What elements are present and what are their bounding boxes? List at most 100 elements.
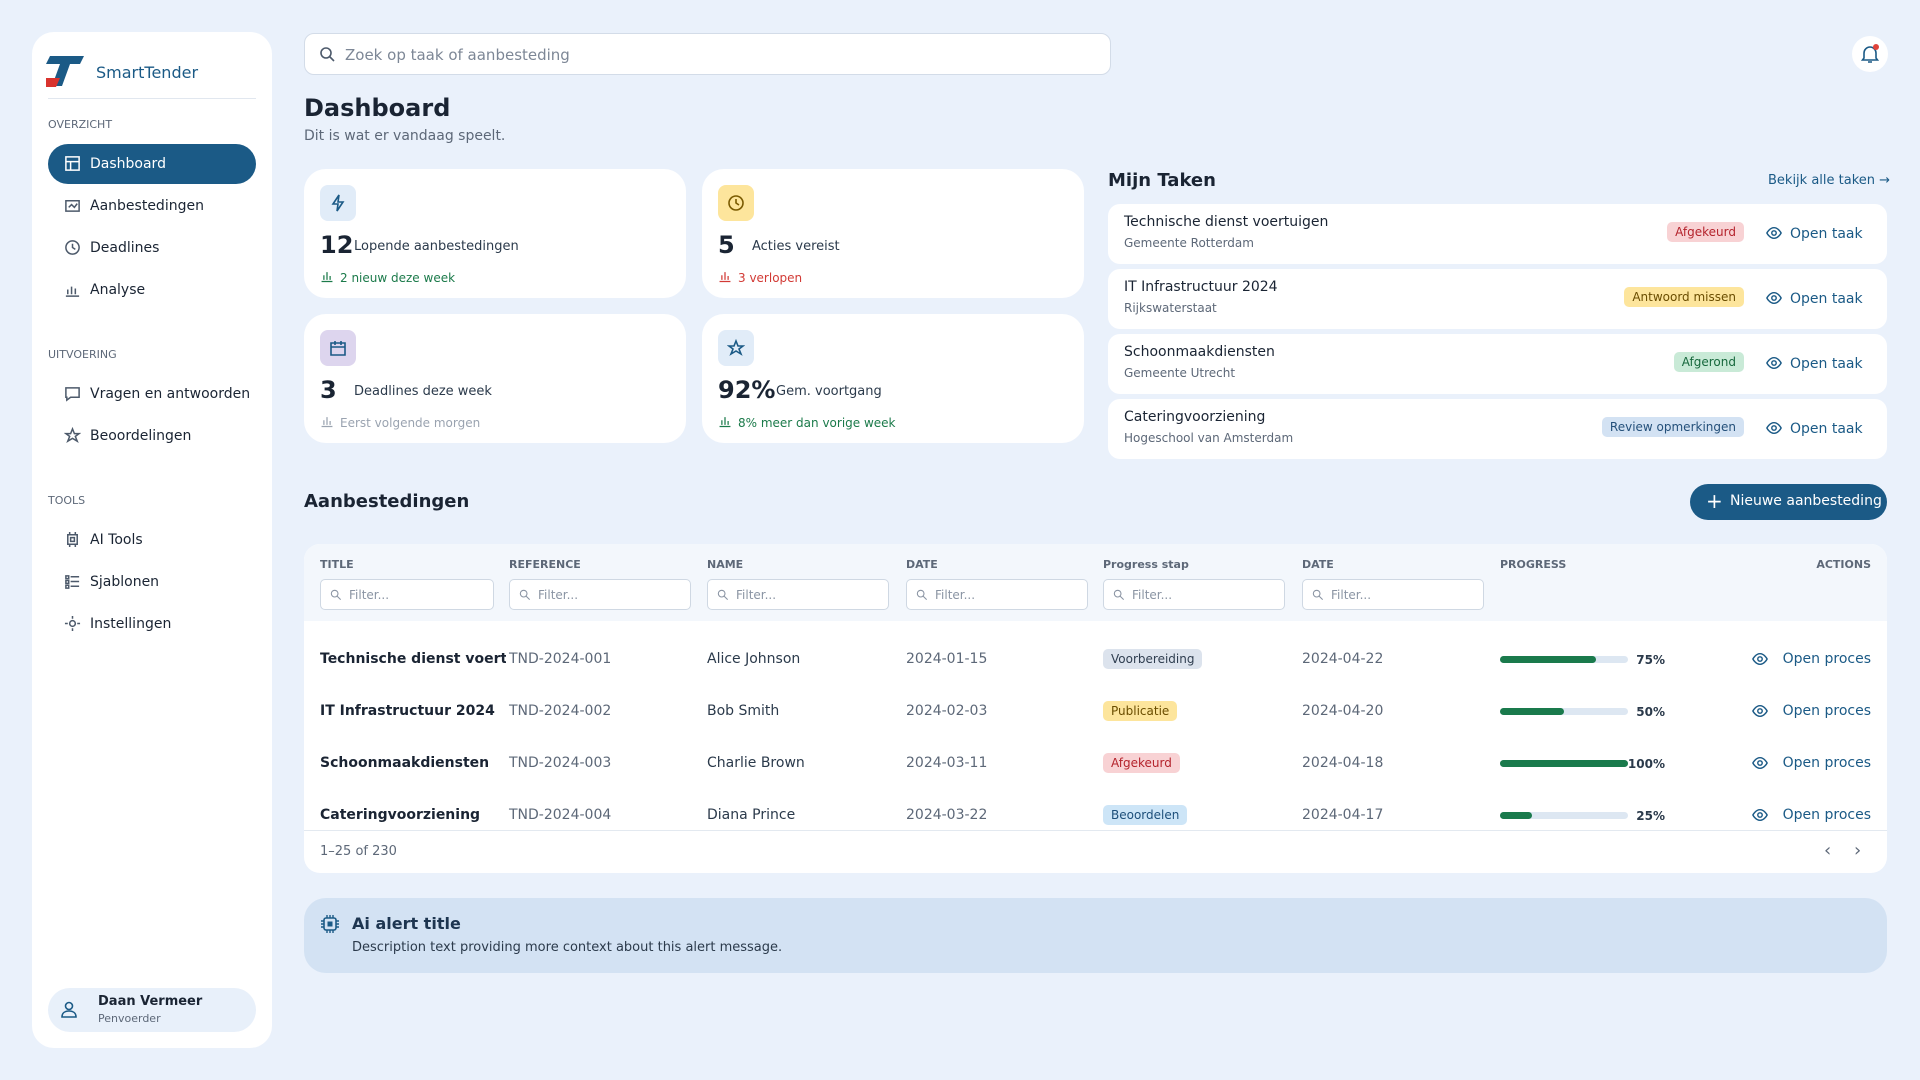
user-card[interactable]: Daan Vermeer Penvoerder bbox=[48, 988, 256, 1032]
nav-label: Deadlines bbox=[90, 240, 160, 256]
stat-note-icon bbox=[719, 272, 731, 283]
row-action[interactable]: Open proces bbox=[1782, 807, 1871, 823]
progress-label: 75% bbox=[1636, 653, 1665, 667]
tasks-link[interactable]: Bekijk alle taken → bbox=[1768, 173, 1891, 188]
task-status: Antwoord missen bbox=[1624, 287, 1744, 307]
tenders-title: Aanbestedingen bbox=[304, 491, 470, 512]
cell-title: Schoonmaakdiensten bbox=[320, 755, 490, 771]
brand: SmartTender bbox=[96, 63, 199, 82]
tenders-table: 1–25 of 230 ‹ › TITLE Filter... REFERENCE F… bbox=[304, 544, 1887, 873]
task-action[interactable]: Open taak bbox=[1790, 226, 1863, 242]
ai-alert: Ai alert title Description text providin… bbox=[304, 898, 1887, 973]
task-action[interactable]: Open taak bbox=[1790, 356, 1863, 372]
task-status: Review opmerkingen bbox=[1601, 417, 1744, 437]
progress-label: 100% bbox=[1627, 757, 1665, 771]
nav-item[interactable]: Sjablonen bbox=[48, 562, 256, 602]
column-filter[interactable]: Filter... bbox=[906, 579, 1088, 610]
next-page[interactable]: › bbox=[1854, 840, 1862, 861]
progress-track bbox=[1500, 708, 1628, 715]
eye-icon bbox=[1766, 356, 1782, 370]
nav-item[interactable]: Aanbestedingen bbox=[48, 186, 256, 226]
task-row[interactable]: Cateringvoorziening Hogeschool van Amster… bbox=[1108, 399, 1887, 459]
task-action[interactable]: Open taak bbox=[1790, 291, 1863, 307]
progress-bar bbox=[1500, 760, 1628, 767]
stat-card: 5 Acties vereist 3 verlopen bbox=[702, 169, 1084, 298]
stat-label: Lopende aanbestedingen bbox=[354, 239, 519, 254]
stat-label: Gem. voortgang bbox=[776, 384, 882, 399]
cell-title: IT Infrastructuur 2024 bbox=[320, 703, 495, 719]
nav-item[interactable]: Analyse bbox=[48, 270, 256, 310]
stat-card: 92% Gem. voortgang 8% meer dan vorige week bbox=[702, 314, 1084, 443]
column-filter[interactable]: Filter... bbox=[707, 579, 889, 610]
eye-icon bbox=[1766, 291, 1782, 305]
column-header: Progress stap bbox=[1103, 558, 1189, 571]
row-action[interactable]: Open proces bbox=[1782, 651, 1871, 667]
prev-page[interactable]: ‹ bbox=[1824, 840, 1832, 861]
stat-note-icon bbox=[321, 417, 333, 428]
nav-icon bbox=[65, 200, 80, 212]
task-row[interactable]: Schoonmaakdiensten Gemeente Utrecht Afgero… bbox=[1108, 334, 1887, 394]
search-bar[interactable]: Zoek op taak of aanbesteding bbox=[304, 33, 1111, 75]
cell-date: 2024-02-03 bbox=[906, 703, 988, 719]
column-filter[interactable]: Filter... bbox=[509, 579, 691, 610]
user-role: Penvoerder bbox=[98, 1012, 161, 1025]
nav-label: Beoordelingen bbox=[90, 428, 192, 444]
nav-item[interactable]: Dashboard bbox=[48, 144, 256, 184]
task-row[interactable]: IT Infrastructuur 2024 Rijkswaterstaat Ant… bbox=[1108, 269, 1887, 329]
task-action[interactable]: Open taak bbox=[1790, 421, 1863, 437]
nav-item[interactable]: Beoordelingen bbox=[48, 416, 256, 456]
stat-icon-glyph bbox=[331, 194, 345, 212]
nav-label: Sjablonen bbox=[90, 574, 160, 590]
row-action[interactable]: Open proces bbox=[1782, 755, 1871, 771]
filter-icon bbox=[1113, 589, 1125, 601]
stat-value: 92% bbox=[718, 376, 776, 404]
page-subtitle: Dit is wat er vandaag speelt. bbox=[304, 128, 506, 144]
sidebar: SmartTender Daan Vermeer Penvoerder OVER… bbox=[32, 32, 272, 1048]
task-title: Cateringvoorziening bbox=[1124, 409, 1266, 425]
nav-label: AI Tools bbox=[90, 532, 143, 548]
column-filter[interactable]: Filter... bbox=[320, 579, 494, 610]
progress-bar bbox=[1500, 656, 1596, 663]
filter-icon bbox=[717, 589, 729, 601]
column-filter[interactable]: Filter... bbox=[1103, 579, 1285, 610]
cell-deadline: 2024-04-18 bbox=[1302, 755, 1384, 771]
cell-date: 2024-03-11 bbox=[906, 755, 988, 771]
nav-icon bbox=[64, 615, 81, 632]
alert-title: Ai alert title bbox=[352, 914, 461, 933]
nav-item[interactable]: Vragen en antwoorden bbox=[48, 374, 256, 414]
progress-track bbox=[1500, 812, 1628, 819]
new-tender-label: Nieuwe aanbesteding bbox=[1730, 493, 1882, 509]
nav-item[interactable]: Deadlines bbox=[48, 228, 256, 268]
task-title: Schoonmaakdiensten bbox=[1124, 344, 1275, 360]
stat-note: 8% meer dan vorige week bbox=[738, 416, 896, 430]
stat-icon-glyph bbox=[330, 341, 346, 356]
cell-title: Cateringvoorziening bbox=[320, 807, 481, 823]
notifications[interactable] bbox=[1852, 36, 1888, 72]
new-tender-button[interactable]: + Nieuwe aanbesteding bbox=[1690, 484, 1887, 520]
nav-icon bbox=[65, 240, 80, 255]
column-header: ACTIONS bbox=[1816, 558, 1871, 571]
cell-stage: Publicatie bbox=[1103, 701, 1178, 721]
nav-item[interactable]: AI Tools bbox=[48, 520, 256, 560]
divider bbox=[48, 98, 256, 99]
cell-name: Charlie Brown bbox=[707, 755, 805, 771]
cell-date: 2024-03-22 bbox=[906, 807, 988, 823]
eye-icon bbox=[1752, 756, 1768, 770]
cell-name: Alice Johnson bbox=[707, 651, 801, 667]
column-filter[interactable]: Filter... bbox=[1302, 579, 1484, 610]
filter-icon bbox=[330, 589, 342, 601]
nav-item[interactable]: Instellingen bbox=[48, 604, 256, 644]
row-action[interactable]: Open proces bbox=[1782, 703, 1871, 719]
task-row[interactable]: Technische dienst voertuigen Gemeente Rot… bbox=[1108, 204, 1887, 264]
tasks-title: Mijn Taken bbox=[1108, 170, 1216, 191]
cell-stage: Voorbereiding bbox=[1103, 649, 1203, 669]
tasks-link-text: Bekijk alle taken bbox=[1768, 173, 1876, 188]
logo bbox=[46, 56, 84, 87]
progress-bar bbox=[1500, 708, 1564, 715]
user-name: Daan Vermeer bbox=[98, 994, 203, 1009]
nav-icon bbox=[65, 286, 80, 297]
column-header: TITLE bbox=[320, 558, 354, 571]
cell-date: 2024-01-15 bbox=[906, 651, 988, 667]
stat-note-icon bbox=[321, 272, 333, 283]
